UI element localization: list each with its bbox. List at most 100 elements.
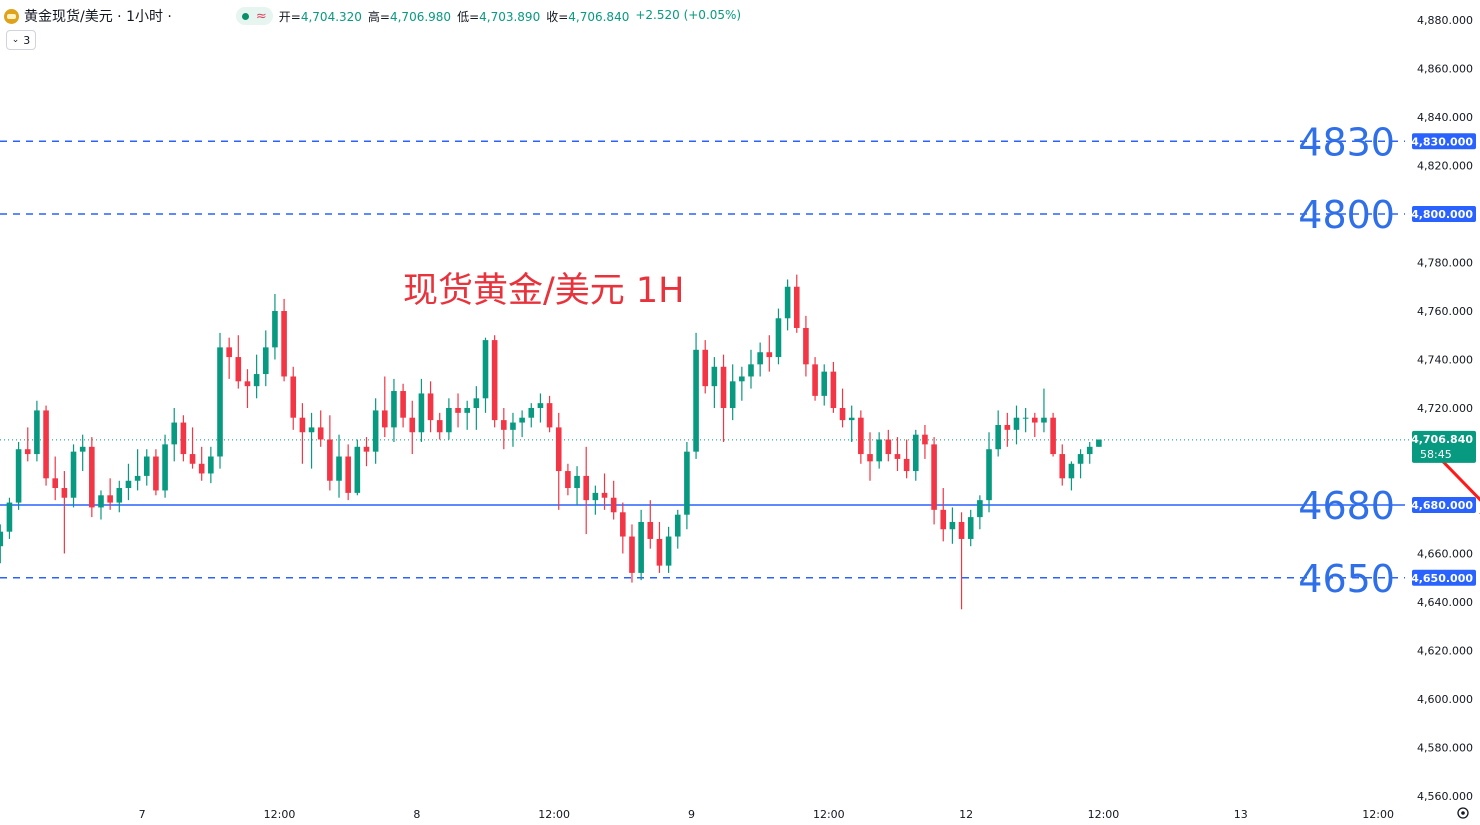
candle-body [208,456,214,474]
chart-header: 黄金现货/美元 · 1小时 · ≈ 开=4,704.320 高=4,706.98… [4,6,741,26]
wave-icon: ≈ [255,8,267,24]
market-status[interactable]: ≈ [235,7,273,25]
candle [967,509,974,547]
candle [400,383,406,428]
candle [995,410,1001,457]
candle-body [0,531,4,547]
candle-body [610,497,617,513]
candle-body [427,393,434,421]
candle [1086,441,1093,464]
y-tick-label: 4,760.000 [1417,305,1473,318]
symbol-name[interactable]: 黄金现货/美元 · 1小时 · [24,9,172,25]
candle [0,524,4,564]
candle [244,369,251,408]
candle-body [519,417,525,423]
candle [711,357,718,408]
candle [116,480,123,513]
candle-body [546,403,553,428]
gear-icon[interactable] [1457,807,1469,819]
candle-body [98,495,104,508]
candle-body [720,366,727,408]
candle [143,449,150,486]
candle [89,437,95,518]
time-axis[interactable]: 7 12:00 8 12:00 9 12:00 12 12:00 13 12:00 [139,808,1394,821]
candle [674,509,681,549]
open-label: 开= [278,9,301,24]
y-tick-label: 4,820.000 [1417,160,1473,173]
candle [912,429,919,481]
candle-body [89,446,95,508]
candle-body [1077,454,1084,464]
close-value: 4,706.840 [568,9,630,24]
candle-body [436,420,443,433]
y-tick-label: 4,740.000 [1417,354,1473,367]
candle-body [153,456,159,491]
candle [1068,461,1075,491]
price-axis[interactable]: 4,560.000 4,580.000 4,600.000 4,620.000 4,64… [1411,14,1476,803]
change-value: +2.520 (+0.05%) [635,7,742,22]
candle [574,466,580,505]
candle-body [281,311,287,377]
candle-body [143,456,150,476]
candle-body [510,422,516,430]
candle-body [528,408,535,418]
candle-body [1041,417,1047,423]
candle [272,294,278,360]
candle [107,478,113,510]
low-label: 低= [457,9,480,24]
candle-body [446,408,452,433]
candle-body [1086,446,1093,455]
candle [949,507,956,544]
candle-body [24,449,31,455]
candle-body [958,521,965,539]
candle-body [482,340,489,399]
x-tick-label: 7 [139,808,146,821]
level-price-tag: 4,650.000 [1411,572,1473,585]
level-price-tag: 4,680.000 [1411,499,1473,512]
candle-body [940,509,947,530]
candle-body [34,410,40,455]
candle-body [15,449,22,503]
candle [702,340,709,394]
candle [6,497,13,539]
candle [684,441,690,530]
level-price-tag-bg [1412,206,1476,222]
candle [79,434,86,472]
candle [830,361,837,413]
candle-body [784,286,791,319]
y-tick-label: 4,620.000 [1417,645,1473,658]
indicators-toggle-button[interactable]: ⌄ 3 [6,30,36,50]
candle-body [684,451,690,515]
x-tick-label: 12:00 [1088,808,1120,821]
candle [208,446,214,484]
candle-body [867,454,873,462]
candle [162,434,168,498]
level-label-4680: 4680 [1298,484,1395,528]
candle-body [363,446,370,452]
candle-body [391,391,397,428]
candle [610,480,617,520]
candle [436,412,443,440]
candle-body [272,311,278,348]
chevron-down-icon: ⌄ [11,35,20,45]
candle [720,354,727,442]
candle [766,335,773,372]
candle [217,332,223,469]
level-label-4830: 4830 [1298,120,1395,164]
candle-body [262,347,269,375]
candle-body [748,364,754,377]
candle [52,456,59,501]
x-tick-label: 12:00 [538,808,570,821]
candle-body [171,422,178,445]
candle [1041,388,1047,433]
bar-countdown: 58:45 [1420,448,1452,461]
candle [354,439,361,496]
candle-body [1068,463,1075,479]
y-tick-label: 4,880.000 [1417,14,1473,27]
close-label: 收= [546,9,569,24]
candle [922,424,928,459]
x-tick-label: 9 [688,808,695,821]
candle [153,449,159,496]
y-tick-label: 4,840.000 [1417,111,1473,124]
